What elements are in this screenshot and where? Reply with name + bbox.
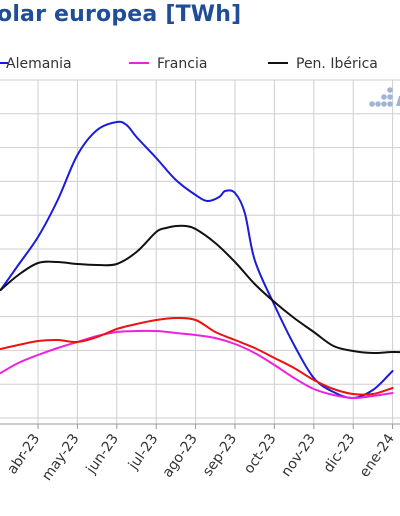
x-tick-label: may-23 [39, 431, 83, 484]
logo-mark [396, 96, 400, 106]
logo-dot [387, 94, 393, 100]
series-line-francia [0, 329, 394, 400]
series-line-unnamed-2 [0, 316, 394, 396]
series-lines [0, 120, 400, 400]
legend: Alemania Francia Pen. Ibérica [0, 56, 378, 72]
logo-dot [387, 101, 393, 107]
x-tick-label: sep-23 [200, 431, 240, 479]
x-tick-label: oct-23 [241, 431, 280, 477]
x-tick-label: ene-24 [357, 431, 398, 480]
series-line-alemania [0, 120, 394, 400]
series-line-pen-ib-rica [0, 224, 400, 355]
logo-dot [369, 101, 375, 107]
x-tick-label: nov-23 [278, 431, 319, 480]
chart-title: olar europea [TWh] [0, 2, 242, 27]
x-tick-label: ago-23 [160, 431, 201, 480]
logo-dot [375, 101, 381, 107]
x-tick-label: jun-23 [83, 431, 122, 477]
x-tick-label: jul-23 [125, 431, 161, 473]
logo-dot [381, 101, 387, 107]
legend-label: Pen. Ibérica [296, 56, 378, 72]
x-tick-label: abr-23 [4, 431, 43, 477]
watermark-logo [369, 87, 400, 107]
legend-label: Francia [157, 56, 207, 72]
logo-dot [387, 87, 393, 93]
grid [0, 79, 400, 424]
x-tick-label: dic-23 [321, 431, 359, 476]
logo-dot [381, 94, 387, 100]
legend-label: Alemania [6, 56, 72, 72]
